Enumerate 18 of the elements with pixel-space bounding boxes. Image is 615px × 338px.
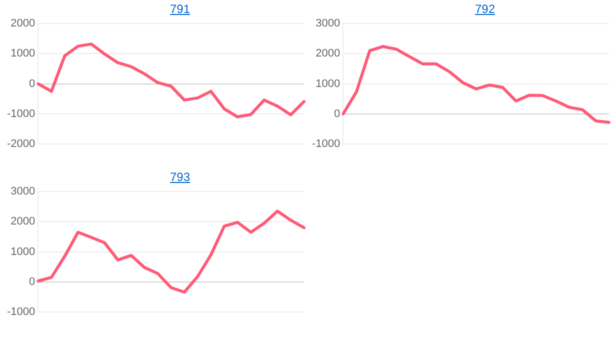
y-tick-label: 0 xyxy=(29,78,36,90)
y-tick-label: 1000 xyxy=(10,246,36,258)
y-tick-label: 1000 xyxy=(10,48,36,60)
y-tick-label: 0 xyxy=(334,108,340,120)
y-tick-label: 2000 xyxy=(10,18,36,30)
chart-title: 793 xyxy=(168,170,192,184)
y-tick-label: -2000 xyxy=(6,138,36,150)
y-tick-label: 2000 xyxy=(10,216,36,228)
y-tick-label: 3000 xyxy=(316,18,340,30)
y-tick-label: -1000 xyxy=(312,138,340,150)
y-tick-label: 0 xyxy=(29,276,36,288)
y-tick-label: 3000 xyxy=(10,186,36,198)
y-tick-label: 1000 xyxy=(316,78,340,90)
y-tick-label: -1000 xyxy=(6,306,36,318)
chart-title: 791 xyxy=(168,2,192,16)
y-tick-label: 2000 xyxy=(316,48,340,60)
y-tick-label: -1000 xyxy=(6,108,36,120)
chart-title: 792 xyxy=(474,2,496,16)
